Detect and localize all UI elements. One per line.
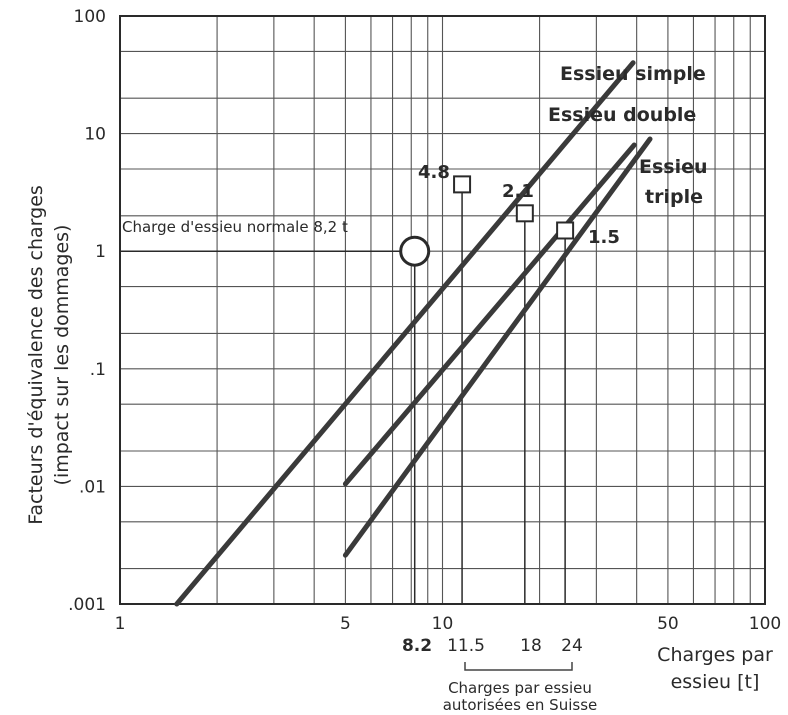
x-tick-label: 100 [749, 614, 781, 634]
reference-label: Charge d'essieu normale 8,2 t [122, 218, 348, 236]
x-tick-label: 10 [432, 614, 454, 634]
series-label-double: Essieu double [548, 104, 696, 126]
allowed-load-square-marker [453, 175, 472, 194]
y-tick-label: .001 [68, 595, 106, 615]
x-label-24: 24 [561, 636, 583, 656]
x-label-18: 18 [520, 636, 542, 656]
x-label-8-2: 8.2 [402, 636, 432, 656]
y-axis-title-line2: (impact sur les dommages) [51, 225, 73, 486]
series-line-0 [174, 60, 636, 607]
x-tick-label: 5 [340, 614, 351, 634]
y-tick-label: 100 [74, 7, 106, 27]
allowed-loads-bracket [464, 662, 573, 671]
y-tick-label: .1 [90, 360, 106, 380]
value-label-4-8: 4.8 [418, 162, 450, 183]
x-tick-label: 1 [115, 614, 126, 634]
allowed-load-square-marker [515, 204, 534, 223]
series-line-1 [342, 142, 637, 487]
x-axis-title-line1: Charges par [657, 644, 773, 666]
tick-labels: 1 5 10 50 100 .001 .01 .1 1 10 100 [68, 7, 781, 634]
allowed-load-square-marker [556, 221, 575, 240]
x-label-11-5: 11.5 [447, 636, 485, 656]
reference-lines [120, 184, 566, 604]
series-line-2 [342, 136, 653, 558]
y-axis-title-line1: Facteurs d'équivalence des charges [25, 185, 47, 525]
series-label-triple-line2: triple [645, 186, 703, 208]
series-label-triple-line1: Essieu [639, 156, 708, 178]
plot-frame [119, 15, 766, 605]
markers [399, 175, 575, 267]
allowed-note-line1: Charges par essieu [448, 679, 592, 697]
y-tick-label: 10 [84, 125, 106, 145]
series-label-simple: Essieu simple [560, 63, 706, 85]
value-label-2-1: 2.1 [502, 181, 534, 202]
allowed-note-line2: autorisées en Suisse [443, 696, 598, 714]
x-axis-title-line2: essieu [t] [671, 671, 760, 693]
x-tick-label: 50 [657, 614, 679, 634]
series-lines [174, 60, 653, 607]
y-tick-label: 1 [95, 242, 106, 262]
reference-circle-marker [399, 235, 431, 267]
value-label-1-5: 1.5 [588, 227, 620, 248]
y-tick-label: .01 [79, 477, 106, 497]
